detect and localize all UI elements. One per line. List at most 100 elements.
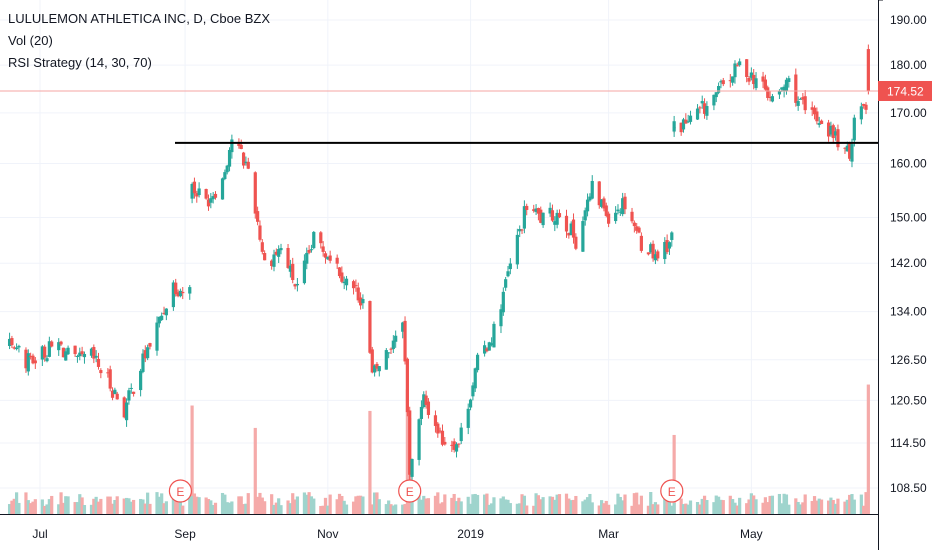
candle-body xyxy=(155,322,159,351)
volume-bar xyxy=(653,502,658,514)
candle xyxy=(508,258,512,275)
candle-body xyxy=(515,234,519,265)
candle xyxy=(581,216,585,253)
candle xyxy=(564,209,569,238)
candle-body xyxy=(419,406,424,419)
candle xyxy=(532,204,536,213)
volume-bar xyxy=(859,494,863,514)
candle-body xyxy=(356,287,360,301)
volume-bar xyxy=(78,494,82,514)
candle xyxy=(686,114,690,124)
candle xyxy=(670,231,674,247)
volume-bar xyxy=(712,502,716,514)
candle-body xyxy=(826,122,831,137)
candle-body xyxy=(555,212,559,225)
candle-body xyxy=(115,393,119,400)
candle xyxy=(45,355,49,363)
candle xyxy=(143,345,147,363)
volume-bar xyxy=(340,495,344,514)
candle xyxy=(583,207,587,226)
candle-body xyxy=(681,119,686,130)
volume-bar xyxy=(344,504,349,514)
volume-bar xyxy=(47,499,51,514)
candle-body xyxy=(24,349,28,369)
candle-body xyxy=(834,131,838,136)
candle-body xyxy=(571,219,576,238)
volume-bar xyxy=(129,501,133,514)
candle-body xyxy=(459,427,463,442)
candle xyxy=(24,347,28,373)
candle xyxy=(457,443,461,448)
candle-body xyxy=(862,103,866,106)
volume-bar xyxy=(24,492,28,514)
volume-bar xyxy=(155,492,159,514)
volume-bar xyxy=(770,495,775,514)
candle xyxy=(621,192,625,217)
candle-body xyxy=(550,210,555,221)
candle xyxy=(862,103,866,109)
volume-bar xyxy=(738,497,742,514)
candle-body xyxy=(646,252,650,255)
y-tick-label: 150.00 xyxy=(890,210,927,224)
candle-body xyxy=(239,144,243,150)
candle-body xyxy=(733,63,737,78)
candle xyxy=(26,349,30,376)
candle-body xyxy=(162,312,166,314)
candle-body xyxy=(632,222,636,227)
last-price-label: 174.52 xyxy=(887,84,924,98)
candle xyxy=(351,279,356,295)
candle xyxy=(490,337,494,347)
candle-body xyxy=(866,49,870,91)
candle xyxy=(190,182,194,204)
candle-body xyxy=(684,119,688,124)
candle xyxy=(801,92,805,105)
candle xyxy=(630,207,634,224)
volume-bar xyxy=(323,497,328,514)
candle xyxy=(440,424,445,447)
candle-body xyxy=(17,345,21,348)
candle xyxy=(665,234,669,255)
candle-body xyxy=(263,252,267,261)
candle xyxy=(684,113,688,124)
candle-body xyxy=(602,198,606,209)
candle-body xyxy=(829,125,833,135)
candle xyxy=(483,340,487,357)
candle-body xyxy=(522,206,526,229)
volume-bar xyxy=(188,496,192,514)
candle-body xyxy=(635,226,639,231)
candle xyxy=(803,90,807,115)
candle-body xyxy=(286,247,290,268)
candle-body xyxy=(50,341,54,347)
volume-bar xyxy=(520,494,524,514)
volume-bar xyxy=(569,500,573,514)
candle xyxy=(798,97,803,100)
volume-bar xyxy=(649,492,653,514)
volume-bar xyxy=(33,499,37,514)
candle-body xyxy=(7,338,12,346)
candle-body xyxy=(270,260,274,267)
volume-bar xyxy=(426,498,431,514)
candle-body xyxy=(621,198,625,215)
candle-body xyxy=(763,79,767,90)
volume-bar xyxy=(403,504,407,514)
volume-bar xyxy=(419,499,424,514)
candle xyxy=(162,306,166,315)
candle xyxy=(829,121,833,137)
candle-body xyxy=(227,149,232,167)
candle xyxy=(731,76,735,86)
volume-bar xyxy=(819,499,824,514)
candle xyxy=(389,347,393,354)
earnings-circle xyxy=(660,479,684,503)
candle-body xyxy=(132,391,136,394)
candle-body xyxy=(178,290,182,297)
volume-bar xyxy=(588,493,592,514)
y-tick-label: 120.50 xyxy=(890,393,927,407)
x-tick-label: Mar xyxy=(598,527,619,541)
candle xyxy=(848,141,852,161)
candle xyxy=(712,94,716,111)
candle xyxy=(632,220,636,233)
earnings-marker: E xyxy=(168,479,192,503)
volume-bar xyxy=(274,502,278,514)
volume-bar xyxy=(702,495,707,514)
